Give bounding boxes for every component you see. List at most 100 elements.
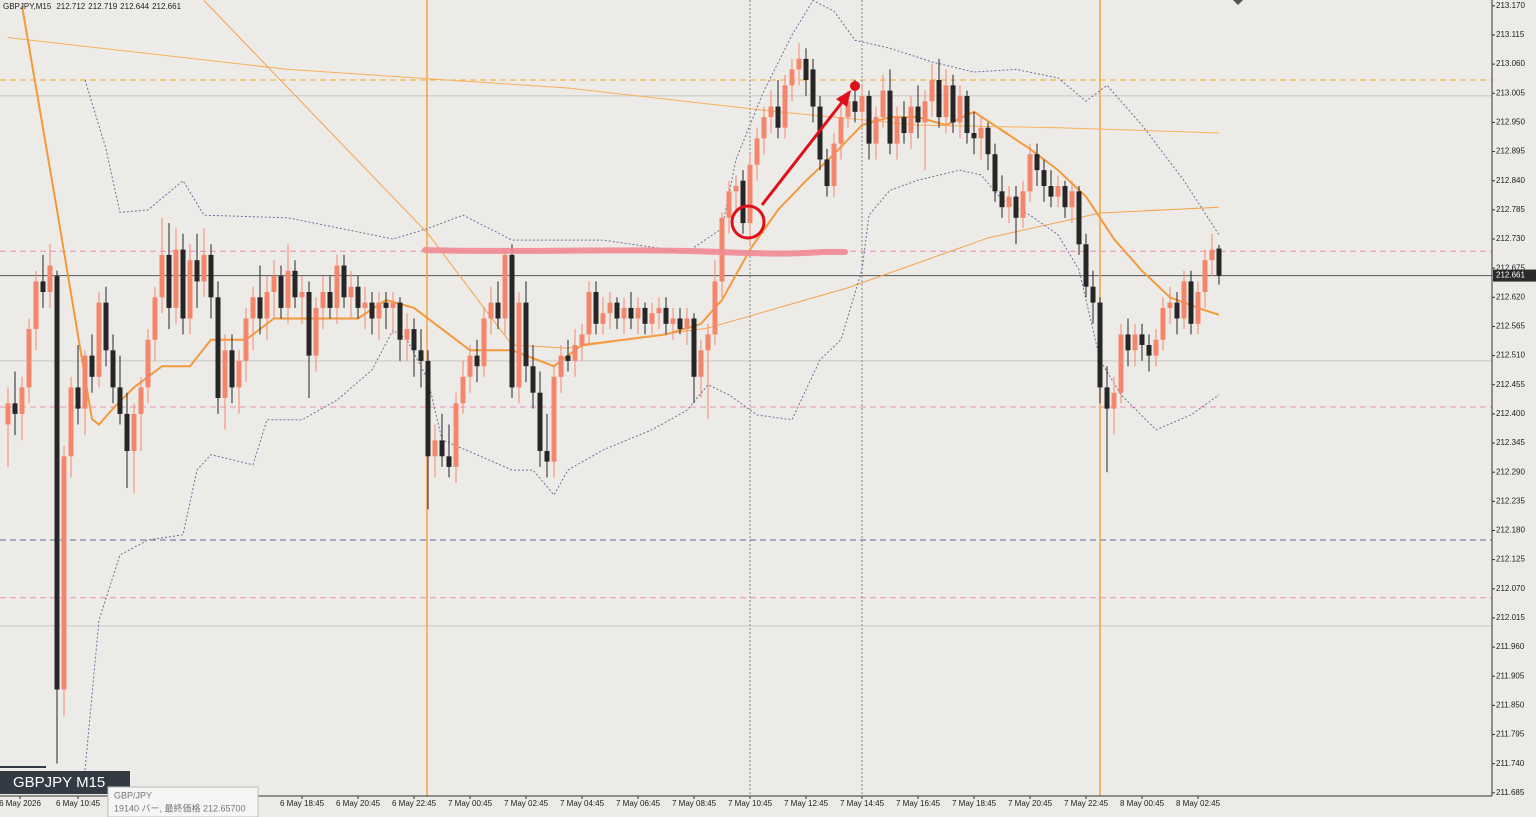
candle-body (621, 307, 627, 319)
x-tick-label: 7 May 00:45 (448, 799, 493, 808)
candle-body (208, 254, 214, 298)
candle-body (47, 265, 53, 293)
annotations (422, 81, 860, 257)
candle-body (1188, 281, 1194, 324)
candle-body (803, 58, 809, 81)
candle-body (530, 366, 536, 393)
y-tick-label: 211.740 (1496, 759, 1525, 768)
candle-body (320, 292, 326, 308)
candle-body (551, 376, 557, 462)
candle-body (201, 254, 207, 282)
candle-body (1104, 387, 1110, 409)
y-tick-label: 212.840 (1496, 176, 1525, 185)
candle-body (1202, 260, 1208, 293)
x-tick-label: 7 May 20:45 (1008, 799, 1053, 808)
candle-body (446, 456, 452, 467)
candle-body (600, 313, 606, 324)
candle-body (502, 254, 508, 319)
candle-body (215, 297, 221, 398)
candle-body (810, 69, 816, 107)
symbol-label: GBPJPY M15 (13, 774, 105, 791)
y-tick-label: 212.565 (1496, 322, 1525, 331)
candle-body (460, 376, 466, 404)
candle-body (831, 143, 837, 187)
y-tick-label: 213.115 (1496, 30, 1525, 39)
candle-body (138, 387, 144, 414)
candle-body (943, 85, 949, 118)
drawn-arrow (760, 100, 845, 206)
low-price: 212.644 (120, 2, 149, 11)
candle-body (1027, 154, 1033, 192)
y-tick-label: 212.620 (1496, 292, 1525, 301)
candle-body (768, 106, 774, 118)
candle-body (82, 355, 88, 409)
candle-body (222, 350, 228, 398)
candle-body (866, 95, 872, 144)
candle-body (1069, 191, 1075, 208)
indicator-line (84, 0, 1220, 253)
symbol-box (0, 771, 130, 794)
symbol: GBPJPY,M15 (3, 2, 52, 11)
candle-body (264, 292, 270, 319)
candle-body (376, 302, 382, 319)
x-tick-label: 7 May 06:45 (616, 799, 661, 808)
candle-body (670, 318, 676, 324)
candle-body (740, 180, 746, 224)
y-tick-label: 212.675 (1496, 263, 1525, 272)
candle-body (103, 302, 109, 351)
candle-body (474, 355, 480, 367)
candle-body (334, 265, 340, 308)
candle-body (453, 403, 459, 467)
candle-body (327, 292, 333, 308)
x-tick-label: 6 May 2026 (0, 799, 41, 808)
candle-body (152, 297, 158, 340)
candle-body (691, 318, 697, 377)
candle-body (194, 260, 200, 282)
y-tick-label: 212.950 (1496, 118, 1525, 127)
candle-body (1209, 249, 1215, 261)
candle-body (565, 355, 571, 361)
candle-body (957, 95, 963, 123)
candle-body (684, 318, 690, 330)
candle-body (257, 297, 263, 319)
candle-body (1153, 339, 1159, 356)
drawn-circle (730, 204, 766, 240)
candle-body (656, 307, 662, 314)
candle-body (894, 117, 900, 144)
tooltip (107, 786, 259, 817)
candle-body (929, 80, 935, 102)
candle-body (96, 302, 102, 377)
candle-body (544, 450, 550, 462)
candle-body (19, 387, 25, 414)
candle-body (110, 350, 116, 388)
candle-body (61, 456, 67, 690)
candle-body (754, 138, 760, 165)
candle-body (341, 265, 347, 298)
candle-body (1132, 334, 1138, 351)
y-tick-label: 213.060 (1496, 59, 1525, 68)
candle-body (418, 350, 424, 361)
candle-body (173, 249, 179, 308)
candle-body (404, 329, 410, 340)
candle-body (649, 313, 655, 324)
candle-body (68, 387, 74, 457)
candle-body (1062, 186, 1068, 208)
candle-body (845, 101, 851, 118)
candle-body (635, 307, 641, 319)
header: GBPJPY,M15 212.712 212.719 212.644 212.661 (3, 2, 182, 11)
candle-body (950, 85, 956, 123)
candle-body (859, 95, 865, 112)
candle-body (1041, 170, 1047, 187)
candle-body (390, 302, 396, 308)
candle-body (642, 307, 648, 324)
candle-body (488, 302, 494, 319)
candle-body (1083, 244, 1089, 287)
candle-body (124, 413, 130, 451)
candle-body (40, 281, 46, 293)
candle-body (1090, 286, 1096, 303)
candle-body (306, 292, 312, 356)
candle-body (628, 307, 634, 319)
candle-body (992, 154, 998, 192)
y-tick-label: 213.005 (1496, 88, 1525, 97)
